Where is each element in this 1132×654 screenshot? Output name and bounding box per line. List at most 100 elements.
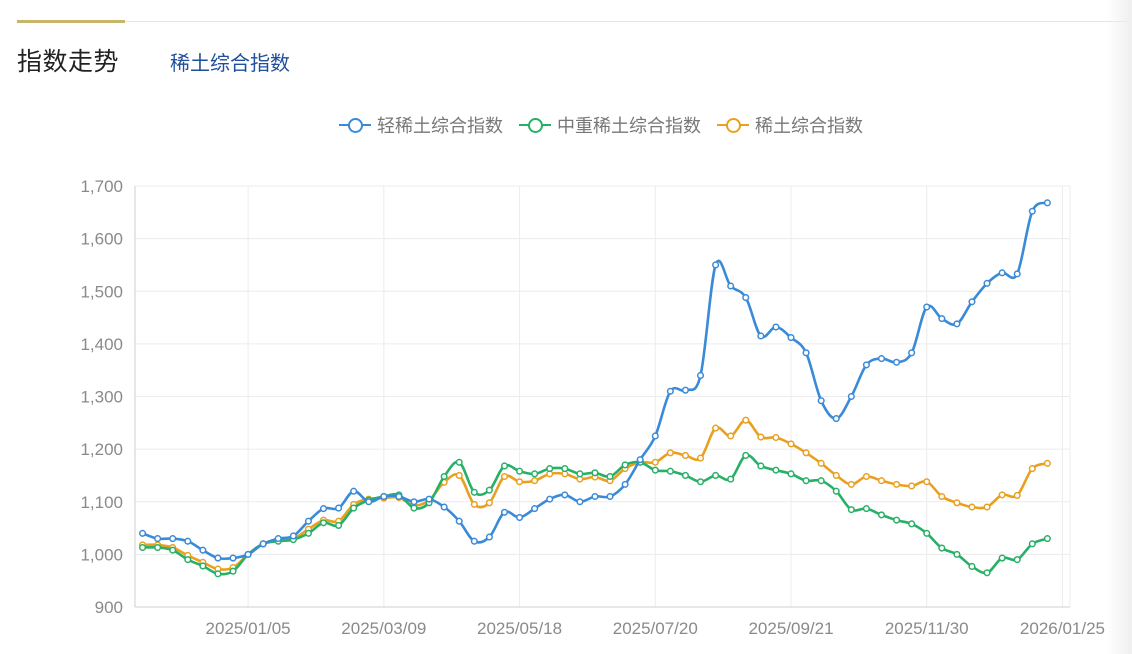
data-point (847, 392, 855, 401)
data-point (727, 475, 735, 483)
data-point (440, 503, 448, 511)
data-point (365, 498, 373, 506)
data-point (908, 482, 916, 490)
page-title: 指数走势 (17, 48, 120, 76)
data-point (802, 349, 810, 357)
data-point (923, 529, 931, 537)
x-tick-label: 2025/03/09 (341, 619, 426, 638)
legend-marker-icon (339, 116, 371, 134)
data-point (938, 544, 946, 552)
data-point (606, 472, 614, 481)
legend-item-medium-heavy-re[interactable]: 中重稀土综合指数 (519, 112, 701, 138)
data-point (998, 269, 1006, 277)
data-point (832, 415, 840, 423)
legend-item-composite[interactable]: 稀土综合指数 (717, 112, 863, 138)
data-point (440, 472, 448, 481)
data-point (154, 543, 162, 552)
data-point (802, 449, 810, 457)
data-point (696, 371, 705, 380)
data-point (350, 487, 358, 495)
data-point (908, 520, 916, 528)
data-point (712, 471, 720, 479)
data-point (983, 503, 991, 511)
data-point (1028, 465, 1036, 473)
data-point (877, 477, 886, 485)
data-point (847, 506, 855, 514)
data-point (304, 529, 312, 537)
data-point (395, 492, 403, 501)
y-tick-label: 1,000 (80, 545, 123, 564)
data-point (953, 499, 961, 507)
data-point (968, 562, 976, 571)
data-point (410, 504, 418, 512)
data-point (1028, 207, 1036, 215)
y-tick-label: 1,300 (80, 388, 123, 407)
data-point (214, 570, 222, 578)
data-point (953, 320, 961, 328)
data-point (154, 535, 162, 543)
data-point (500, 508, 509, 516)
data-point (516, 478, 524, 486)
data-point (410, 498, 418, 506)
data-point (742, 416, 750, 424)
data-point (681, 451, 689, 459)
data-point (455, 517, 463, 525)
data-point (304, 517, 312, 525)
legend-label: 稀土综合指数 (755, 116, 863, 136)
data-point (319, 519, 328, 527)
data-point (516, 513, 524, 522)
data-point (335, 504, 343, 512)
data-point (817, 459, 825, 467)
data-point (953, 550, 961, 558)
data-point (455, 458, 463, 466)
x-tick-label: 2025/05/18 (477, 619, 562, 638)
data-point (576, 470, 584, 478)
legend-item-light-re[interactable]: 轻稀土综合指数 (339, 112, 503, 138)
x-tick-label: 2026/01/25 (1020, 619, 1105, 638)
data-point (244, 550, 252, 558)
data-point (138, 529, 147, 537)
data-point (696, 478, 705, 486)
data-point (757, 462, 765, 470)
data-point (531, 505, 539, 513)
data-point (877, 511, 886, 519)
data-point (862, 361, 870, 369)
data-point (184, 556, 192, 564)
data-point (968, 298, 976, 306)
data-point (862, 505, 870, 513)
data-point (998, 491, 1006, 499)
y-tick-label: 1,400 (80, 335, 123, 354)
data-point (938, 492, 946, 501)
data-point (199, 546, 207, 554)
data-point (832, 487, 840, 495)
data-point (380, 492, 388, 501)
data-point (712, 424, 720, 432)
data-point (787, 334, 795, 342)
data-point (893, 516, 901, 524)
data-point (832, 471, 840, 479)
data-point (214, 554, 222, 562)
data-point (319, 505, 328, 513)
data-point (485, 533, 493, 541)
data-point (591, 469, 599, 477)
data-point (923, 303, 931, 311)
data-point (138, 543, 147, 552)
data-point (169, 535, 177, 543)
data-point (772, 323, 780, 331)
data-point (651, 432, 659, 440)
data-point (259, 540, 267, 548)
data-point (666, 387, 674, 395)
data-point (1043, 199, 1051, 207)
data-point (893, 480, 901, 488)
data-point (651, 458, 659, 466)
data-point (893, 358, 901, 366)
data-point (561, 491, 569, 499)
data-point (772, 466, 780, 474)
scroll-edge-shade (1106, 0, 1132, 654)
data-point (787, 440, 795, 448)
data-point (576, 498, 584, 506)
data-point (229, 554, 237, 562)
y-tick-label: 1,200 (80, 440, 123, 459)
tab-rare-earth-composite-index[interactable]: 稀土综合指数 (170, 53, 290, 75)
y-tick-label: 900 (95, 598, 123, 617)
